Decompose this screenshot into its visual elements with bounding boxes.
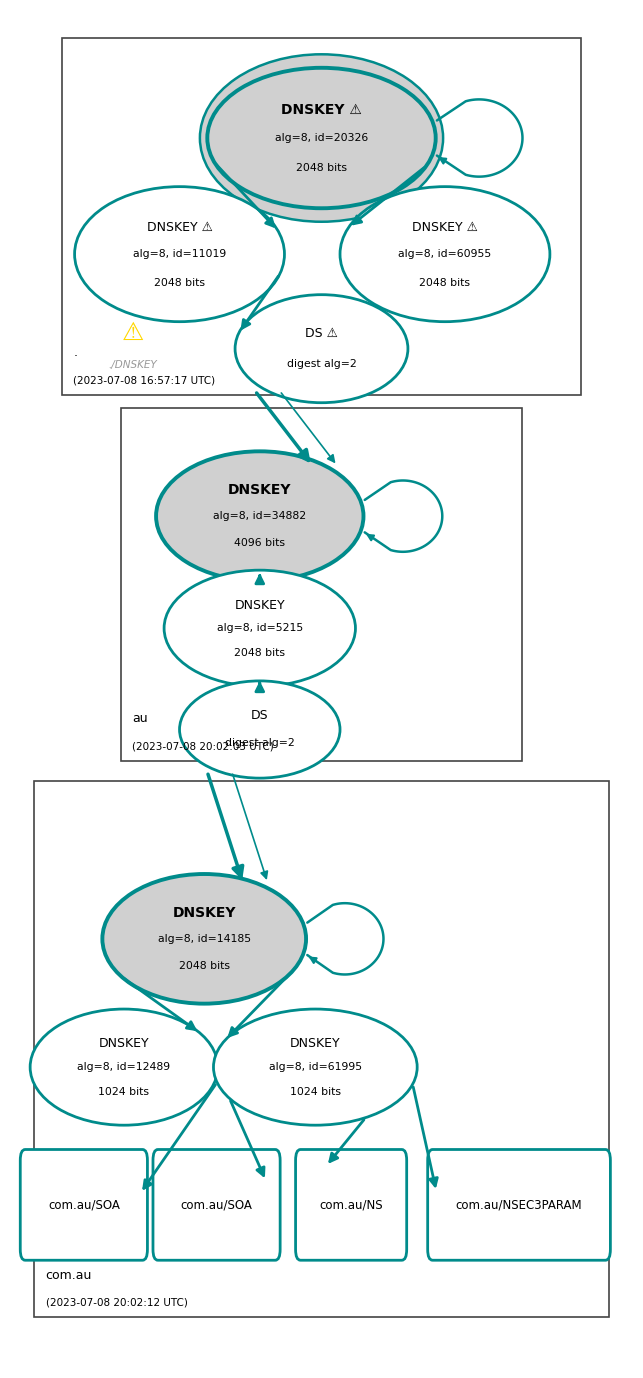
Text: 2048 bits: 2048 bits — [154, 277, 205, 288]
FancyBboxPatch shape — [21, 1149, 147, 1261]
Text: alg=8, id=34882: alg=8, id=34882 — [213, 511, 306, 521]
Text: alg=8, id=14185: alg=8, id=14185 — [158, 934, 251, 944]
Ellipse shape — [179, 681, 340, 779]
Text: (2023-07-08 20:02:03 UTC): (2023-07-08 20:02:03 UTC) — [132, 741, 274, 751]
Text: 2048 bits: 2048 bits — [179, 960, 230, 971]
Text: DNSKEY: DNSKEY — [172, 905, 236, 921]
FancyBboxPatch shape — [153, 1149, 280, 1261]
Text: ⚠: ⚠ — [122, 321, 145, 344]
Ellipse shape — [75, 186, 284, 321]
Text: DNSKEY: DNSKEY — [98, 1038, 149, 1050]
Text: 4096 bits: 4096 bits — [234, 539, 285, 548]
Text: DS: DS — [251, 710, 269, 722]
Text: 1024 bits: 1024 bits — [98, 1086, 149, 1097]
Text: alg=8, id=11019: alg=8, id=11019 — [133, 249, 226, 259]
Text: 2048 bits: 2048 bits — [296, 163, 347, 172]
Ellipse shape — [235, 295, 408, 402]
Text: DS ⚠: DS ⚠ — [305, 327, 338, 340]
Text: au: au — [132, 712, 148, 725]
Text: 2048 bits: 2048 bits — [419, 277, 471, 288]
FancyBboxPatch shape — [35, 781, 608, 1317]
Text: com.au/NSEC3PARAM: com.au/NSEC3PARAM — [456, 1199, 583, 1211]
Text: com.au/SOA: com.au/SOA — [48, 1199, 120, 1211]
Text: com.au/NS: com.au/NS — [320, 1199, 383, 1211]
Text: digest alg=2: digest alg=2 — [287, 358, 356, 369]
FancyBboxPatch shape — [121, 408, 522, 761]
Text: com.au: com.au — [46, 1269, 92, 1282]
Ellipse shape — [164, 570, 356, 686]
Text: alg=8, id=60955: alg=8, id=60955 — [398, 249, 492, 259]
FancyBboxPatch shape — [428, 1149, 610, 1261]
Ellipse shape — [156, 452, 363, 582]
Text: alg=8, id=20326: alg=8, id=20326 — [275, 134, 368, 143]
Text: 1024 bits: 1024 bits — [290, 1086, 341, 1097]
Ellipse shape — [200, 54, 443, 222]
Text: DNSKEY ⚠: DNSKEY ⚠ — [147, 220, 212, 234]
Text: com.au/SOA: com.au/SOA — [181, 1199, 253, 1211]
Text: DNSKEY ⚠: DNSKEY ⚠ — [281, 103, 362, 117]
FancyBboxPatch shape — [62, 39, 581, 394]
Text: digest alg=2: digest alg=2 — [225, 739, 294, 748]
Text: alg=8, id=12489: alg=8, id=12489 — [77, 1062, 170, 1072]
Text: .: . — [73, 346, 77, 360]
Text: ./DNSKEY: ./DNSKEY — [109, 360, 158, 369]
Ellipse shape — [30, 1009, 218, 1126]
Ellipse shape — [213, 1009, 417, 1126]
Text: alg=8, id=5215: alg=8, id=5215 — [217, 623, 303, 634]
Ellipse shape — [102, 874, 306, 1003]
Text: alg=8, id=61995: alg=8, id=61995 — [269, 1062, 362, 1072]
Text: DNSKEY: DNSKEY — [235, 598, 285, 612]
Text: 2048 bits: 2048 bits — [234, 648, 285, 657]
FancyBboxPatch shape — [296, 1149, 406, 1261]
Text: (2023-07-08 16:57:17 UTC): (2023-07-08 16:57:17 UTC) — [73, 375, 215, 386]
Text: DNSKEY: DNSKEY — [290, 1038, 341, 1050]
Ellipse shape — [340, 186, 550, 321]
Text: DNSKEY: DNSKEY — [228, 484, 291, 497]
Ellipse shape — [207, 68, 436, 208]
Text: DNSKEY ⚠: DNSKEY ⚠ — [412, 220, 478, 234]
Text: (2023-07-08 20:02:12 UTC): (2023-07-08 20:02:12 UTC) — [46, 1298, 188, 1308]
